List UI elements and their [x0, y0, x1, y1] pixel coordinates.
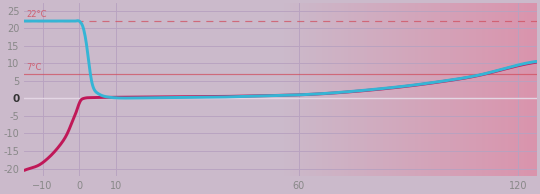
Bar [380, 3, 383, 176]
Bar [466, 3, 469, 176]
Bar [434, 3, 437, 176]
Bar [453, 3, 456, 176]
Bar [408, 3, 411, 176]
Bar [405, 3, 408, 176]
Bar [431, 3, 434, 176]
Bar [293, 3, 296, 176]
Bar [363, 3, 367, 176]
Bar [396, 3, 399, 176]
Bar [376, 3, 380, 176]
Bar [514, 3, 517, 176]
Bar [399, 3, 402, 176]
Bar [338, 3, 341, 176]
Bar [517, 3, 521, 176]
Bar [287, 3, 290, 176]
Bar [482, 3, 485, 176]
Bar [383, 3, 386, 176]
Bar [306, 3, 309, 176]
Bar [424, 3, 428, 176]
Bar [479, 3, 482, 176]
Bar [489, 3, 492, 176]
Bar [335, 3, 338, 176]
Bar [460, 3, 463, 176]
Bar [534, 3, 537, 176]
Bar [498, 3, 501, 176]
Bar [328, 3, 332, 176]
Bar [421, 3, 424, 176]
Bar [296, 3, 300, 176]
Bar [345, 3, 348, 176]
Bar [300, 3, 303, 176]
Bar [441, 3, 444, 176]
Bar [504, 3, 508, 176]
Bar [312, 3, 315, 176]
Bar [501, 3, 504, 176]
Bar [348, 3, 351, 176]
Bar [415, 3, 418, 176]
Bar [428, 3, 431, 176]
Bar [418, 3, 421, 176]
Bar [511, 3, 514, 176]
Bar [360, 3, 363, 176]
Bar [373, 3, 376, 176]
Bar [524, 3, 527, 176]
Bar [284, 3, 287, 176]
Bar [508, 3, 511, 176]
Bar [492, 3, 495, 176]
Bar [315, 3, 319, 176]
Bar [472, 3, 476, 176]
Bar [495, 3, 498, 176]
Bar [447, 3, 450, 176]
Bar [332, 3, 335, 176]
Bar [521, 3, 524, 176]
Bar [527, 3, 530, 176]
Bar [437, 3, 441, 176]
Bar [530, 3, 534, 176]
Bar [463, 3, 466, 176]
Bar [411, 3, 415, 176]
Bar [351, 3, 354, 176]
Bar [325, 3, 328, 176]
Text: 22°C: 22°C [26, 10, 46, 19]
Bar [290, 3, 293, 176]
Text: 7°C: 7°C [26, 63, 42, 72]
Bar [280, 3, 284, 176]
Bar [386, 3, 389, 176]
Bar [456, 3, 460, 176]
Bar [450, 3, 453, 176]
Bar [354, 3, 357, 176]
Bar [469, 3, 472, 176]
Bar [303, 3, 306, 176]
Bar [485, 3, 489, 176]
Bar [341, 3, 345, 176]
Bar [389, 3, 393, 176]
Bar [476, 3, 479, 176]
Bar [402, 3, 405, 176]
Bar [393, 3, 396, 176]
Bar [309, 3, 312, 176]
Bar [444, 3, 447, 176]
Bar [357, 3, 360, 176]
Bar [367, 3, 370, 176]
Bar [322, 3, 325, 176]
Bar [370, 3, 373, 176]
Bar [319, 3, 322, 176]
